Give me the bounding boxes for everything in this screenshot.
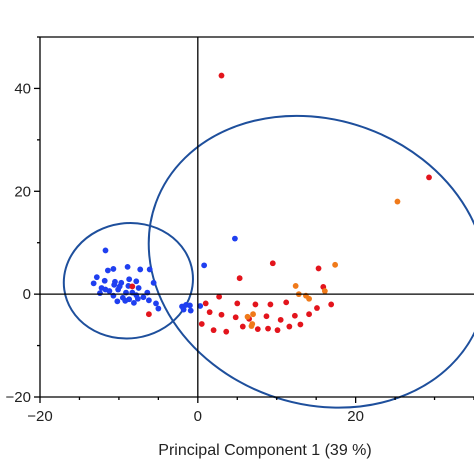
red-data-point [315, 265, 322, 272]
red-data-point [263, 313, 270, 320]
blue-data-point [126, 276, 133, 283]
blue-data-point [155, 305, 162, 312]
red-data-point [283, 299, 290, 306]
blue-data-point [145, 297, 152, 304]
red-data-point [145, 311, 152, 318]
red-data-point [218, 311, 225, 318]
blue-data-point [104, 267, 111, 274]
red-data-point [286, 323, 293, 330]
blue-data-point [150, 279, 157, 286]
y-tick-label: 40 [14, 80, 31, 97]
orange-data-point [321, 288, 328, 294]
red-data-point [202, 300, 209, 307]
blue-data-point [111, 281, 118, 288]
red-data-point [328, 301, 335, 308]
blue-data-point [133, 292, 140, 299]
red-data-point [234, 300, 241, 307]
red-data-point [254, 326, 261, 333]
orange-data-point [306, 295, 312, 302]
blue-data-point [122, 297, 129, 304]
red-data-point [210, 327, 217, 334]
blue-data-point [146, 266, 153, 273]
red-data-point [274, 327, 281, 334]
blue-data-point [90, 280, 97, 287]
blue-data-point [131, 299, 137, 306]
confidence-ellipse-2 [147, 114, 474, 409]
blue-data-point [140, 294, 147, 301]
blue-data-point [153, 300, 159, 307]
y-tick-label: −20 [6, 389, 31, 406]
red-data-point [426, 174, 432, 181]
blue-data-point [187, 307, 194, 314]
blue-data-point [110, 266, 117, 272]
orange-data-point [394, 198, 401, 205]
blue-data-point [93, 274, 100, 281]
orange-data-point [248, 323, 255, 329]
red-data-point [206, 309, 213, 316]
red-data-point [129, 283, 136, 290]
red-data-point [306, 311, 312, 318]
red-data-point [267, 301, 274, 308]
orange-data-point [250, 311, 256, 318]
blue-data-point [102, 247, 109, 254]
blue-data-point [116, 283, 123, 290]
blue-data-point [137, 266, 144, 273]
x-tick-label: −20 [27, 408, 52, 425]
blue-data-point [201, 262, 208, 269]
red-data-point [314, 305, 320, 311]
red-data-point [236, 275, 243, 282]
red-data-point [223, 328, 230, 335]
red-data-point [269, 260, 276, 267]
ticks: −20 0 20 −20 0 20 40 [6, 36, 474, 425]
blue-data-point [97, 290, 103, 297]
blue-data-point [187, 302, 193, 309]
orange-data-point [292, 283, 299, 289]
red-data-point [198, 321, 205, 327]
red-data-point [252, 301, 259, 308]
orange-data-point [244, 313, 251, 320]
red-data-point [232, 314, 239, 321]
x-axis-title: Principal Component 1 (39 %) [158, 442, 371, 459]
red-data-point [216, 293, 223, 300]
x-tick-label: 0 [194, 408, 202, 425]
blue-data-point [180, 306, 187, 313]
red-data-point [265, 325, 271, 332]
confidence-ellipse-1 [62, 222, 194, 340]
blue-data-point [114, 298, 121, 305]
blue-data-point [133, 278, 140, 285]
red-data-point [277, 316, 284, 323]
blue-data-point [135, 285, 142, 291]
axes [39, 36, 474, 398]
blue-data-point [232, 235, 238, 242]
red-data-point [297, 321, 304, 328]
blue-data-point [197, 303, 204, 309]
red-data-point [291, 312, 298, 319]
orange-data-point [332, 261, 339, 268]
red-data-point [239, 323, 246, 330]
x-tick-label: 20 [347, 408, 364, 425]
y-tick-label: 0 [23, 286, 31, 303]
y-tick-label: 20 [14, 183, 31, 200]
blue-data-point [124, 263, 131, 270]
red-data-point [218, 72, 225, 79]
data-points [90, 72, 432, 335]
confidence-ellipses [62, 114, 474, 409]
blue-data-point [101, 277, 108, 284]
blue-data-point [102, 286, 109, 293]
